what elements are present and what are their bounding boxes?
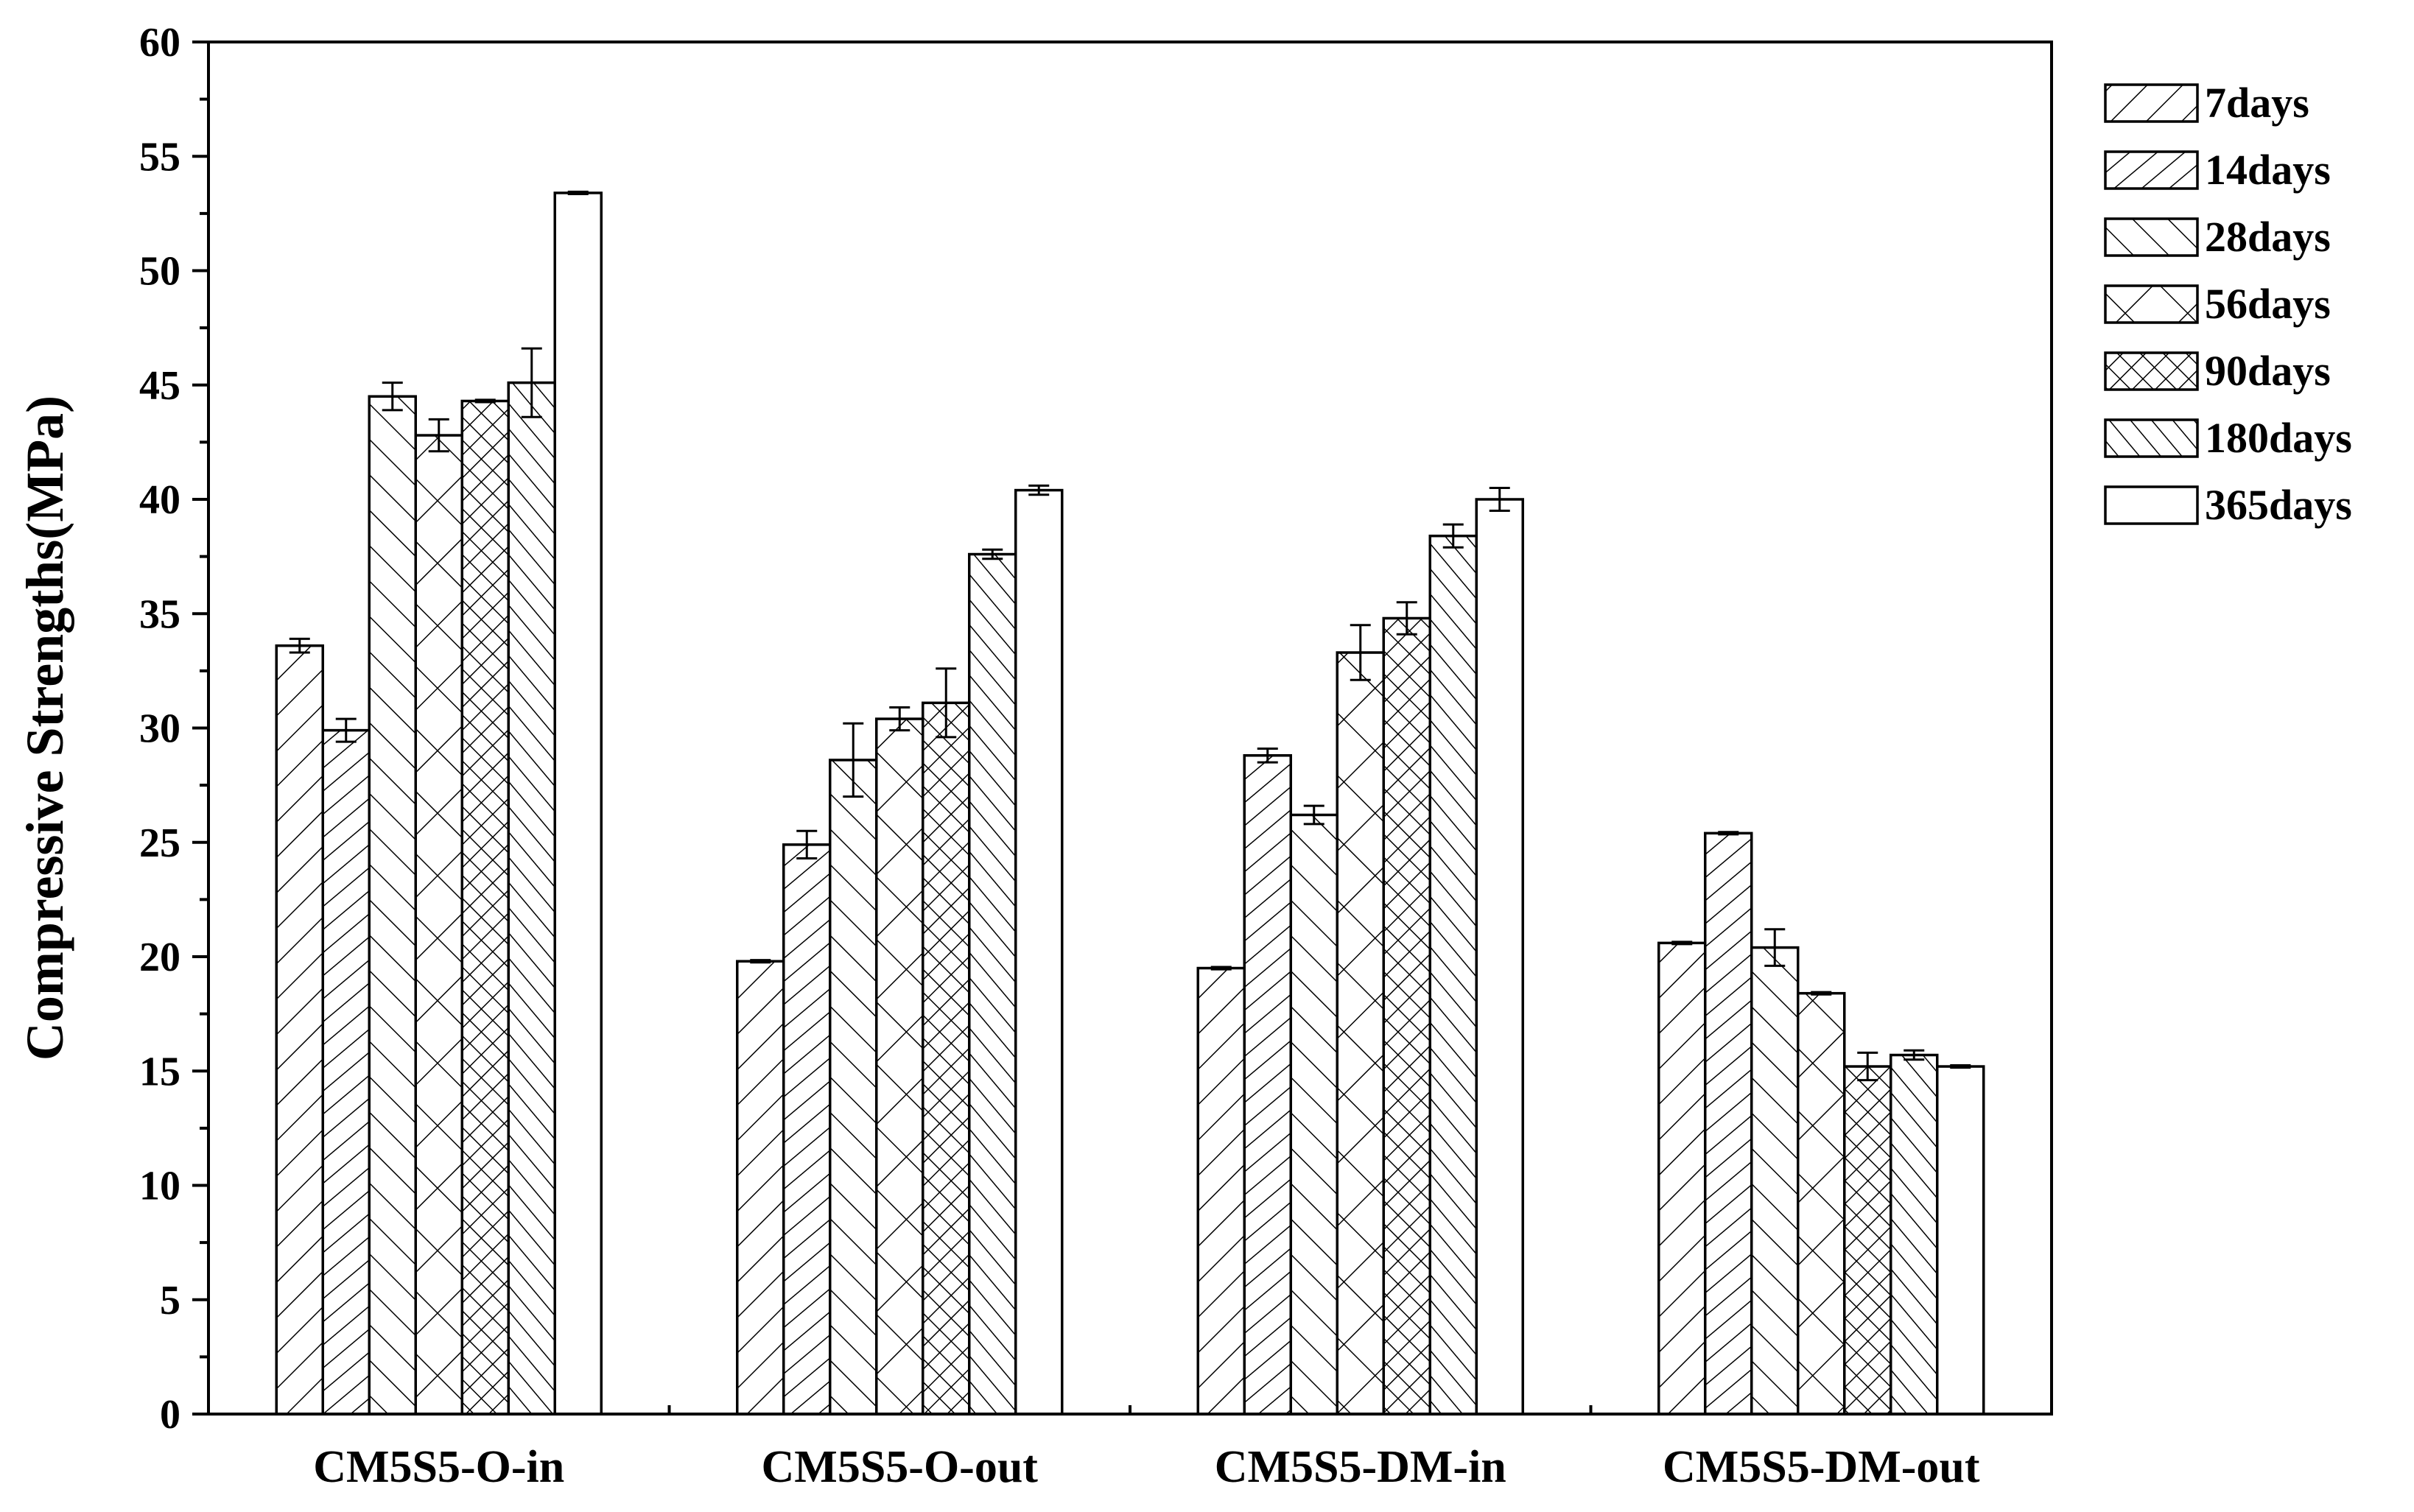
bar-56days <box>414 434 463 1416</box>
bar-90days <box>1843 1065 1892 1416</box>
bar-28days <box>368 395 417 1416</box>
legend-label-180days: 180days <box>2205 414 2352 462</box>
x-category-label: CM5S5-DM-out <box>1663 1442 1980 1492</box>
bar-90days <box>460 399 510 1416</box>
bar-7days <box>275 644 324 1416</box>
legend-swatch-14days <box>2104 150 2199 190</box>
x-category-label: CM5S5-DM-in <box>1215 1442 1506 1492</box>
y-tick-label: 0 <box>160 1392 180 1438</box>
legend-label-7days: 7days <box>2205 79 2309 127</box>
x-category-label: CM5S5-O-in <box>313 1442 564 1492</box>
legend-label-28days: 28days <box>2205 213 2331 261</box>
legend-swatch-180days <box>2104 418 2199 458</box>
bar-56days <box>1336 651 1385 1416</box>
legend-label-14days: 14days <box>2205 146 2331 194</box>
legend-label-56days: 56days <box>2205 280 2331 328</box>
y-tick-label: 35 <box>139 591 180 637</box>
legend-swatch-365days <box>2104 485 2199 525</box>
legend-label-90days: 90days <box>2205 347 2331 395</box>
bar-14days <box>1704 831 1753 1416</box>
legend-label-365days: 365days <box>2205 481 2352 529</box>
bar-180days <box>507 381 556 1416</box>
y-tick-label: 20 <box>139 935 180 980</box>
bar-7days <box>1657 941 1707 1416</box>
y-tick-label: 60 <box>139 20 180 66</box>
bar-365days <box>1475 498 1524 1416</box>
legend-swatch-90days <box>2104 351 2199 391</box>
bar-365days <box>553 191 603 1416</box>
bar-365days <box>1014 488 1064 1416</box>
bar-180days <box>1428 534 1478 1416</box>
bar-7days <box>736 960 785 1416</box>
y-tick-label: 50 <box>139 249 180 295</box>
plot-area <box>275 190 1985 1416</box>
bar-7days <box>1196 966 1246 1416</box>
y-tick-label: 5 <box>160 1278 180 1323</box>
y-tick-label: 55 <box>139 134 180 180</box>
bar-56days <box>875 717 924 1416</box>
bar-14days <box>321 728 371 1416</box>
y-axis-title: Compressive Strengths(MPa) <box>15 395 74 1061</box>
bar-90days <box>1382 616 1431 1416</box>
bar-28days <box>1750 946 1800 1416</box>
legend-swatch-7days <box>2104 83 2199 123</box>
legend: 7days 14days 28days 56days 90days 180days 365d… <box>2104 79 2352 529</box>
x-category-label: CM5S5-O-out <box>762 1442 1039 1492</box>
bar-28days <box>829 759 878 1416</box>
y-tick-label: 30 <box>139 706 180 752</box>
bar-180days <box>968 552 1017 1416</box>
y-tick-label: 45 <box>139 363 180 409</box>
axes: 0 5 10 15 20 25 30 35 40 45 50 55 60 Compressive Stre… <box>15 20 2053 1492</box>
bar-365days <box>1936 1065 1985 1416</box>
y-tick-label: 40 <box>139 477 180 523</box>
bar-56days <box>1797 991 1846 1416</box>
bar-28days <box>1289 813 1338 1416</box>
bar-14days <box>782 843 832 1416</box>
legend-swatch-56days <box>2104 284 2199 324</box>
legend-swatch-28days <box>2104 217 2199 257</box>
y-tick-label: 10 <box>139 1164 180 1209</box>
bar-14days <box>1243 754 1292 1416</box>
y-tick-label: 25 <box>139 820 180 866</box>
bar-90days <box>922 701 971 1416</box>
bar-180days <box>1890 1053 1939 1416</box>
y-tick-label: 15 <box>139 1049 180 1094</box>
